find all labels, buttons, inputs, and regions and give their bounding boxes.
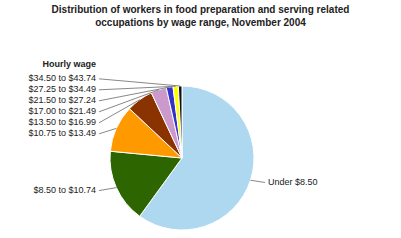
pie xyxy=(110,86,254,230)
pie-slice xyxy=(166,87,182,158)
leader-line xyxy=(99,100,140,123)
leader-line xyxy=(99,188,116,191)
leader-line xyxy=(99,128,116,133)
slice-label: $21.50 to $27.24 xyxy=(28,95,96,105)
chart-container: Distribution of workers in food preparat… xyxy=(0,0,401,238)
title: Distribution of workers in food preparat… xyxy=(52,4,350,15)
slice-label: $34.50 to $43.74 xyxy=(28,73,96,83)
slice-label: $27.25 to $34.49 xyxy=(28,84,96,94)
slice-label: $10.75 to $13.49 xyxy=(28,128,96,138)
labels: Under $8.50 $8.50 to $10.74 $10.75 to $13.… xyxy=(28,59,317,195)
leader-line xyxy=(99,90,159,112)
chart-svg: Distribution of workers in food preparat… xyxy=(0,0,401,238)
pie-slice xyxy=(173,86,182,158)
slice-label: $13.50 to $16.99 xyxy=(28,117,96,127)
pie-slice xyxy=(110,151,182,216)
title: occupations by wage range, November 2004 xyxy=(95,17,306,28)
slice-label: Under $8.50 xyxy=(268,177,318,187)
annotation: Hourly wage xyxy=(42,59,96,69)
page: {"chart_data": {"type": "pie", "title": … xyxy=(0,0,401,238)
leader-line xyxy=(250,180,265,182)
slice-label: $8.50 to $10.74 xyxy=(33,185,96,195)
pie-slice xyxy=(178,86,182,158)
leader-line xyxy=(99,79,180,86)
slice-label: $17.00 to $21.49 xyxy=(28,106,96,116)
leader-line xyxy=(99,86,176,90)
